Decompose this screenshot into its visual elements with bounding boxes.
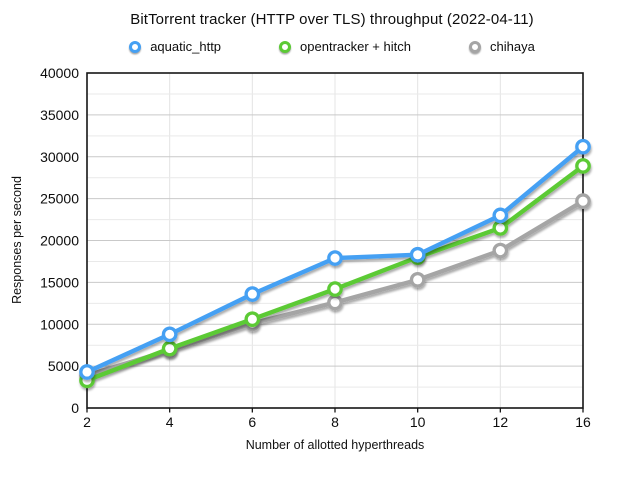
- data-point: [161, 340, 178, 357]
- series-opentracker + hitch: [79, 158, 591, 389]
- y-tick-label: 15000: [40, 274, 79, 290]
- x-tick-label: 2: [83, 414, 91, 430]
- x-tick-label: 6: [248, 414, 256, 430]
- legend-item-opentracker + hitch: opentracker + hitch: [279, 39, 411, 54]
- legend-marker-icon: [279, 40, 292, 53]
- legend-item-aquatic_http: aquatic_http: [129, 39, 221, 54]
- legend-label: chihaya: [489, 39, 535, 54]
- y-tick-label: 20000: [40, 233, 79, 249]
- y-tick-label: 0: [71, 400, 79, 416]
- legend-marker-icon: [468, 40, 481, 53]
- y-tick-label: 5000: [48, 358, 79, 374]
- y-tick-label: 35000: [40, 107, 79, 123]
- data-point: [575, 193, 591, 209]
- legend-label: opentracker + hitch: [300, 39, 411, 54]
- data-point: [409, 246, 426, 263]
- data-point: [244, 311, 261, 328]
- data-point: [492, 207, 509, 224]
- y-tick-label: 10000: [40, 316, 79, 332]
- data-point: [327, 250, 343, 266]
- y-tick-label: 30000: [40, 149, 79, 165]
- legend-item-chihaya: chihaya: [468, 39, 535, 54]
- data-point: [409, 272, 426, 288]
- data-point: [492, 242, 509, 259]
- data-point: [575, 138, 591, 155]
- x-tick-label: 12: [493, 414, 509, 430]
- data-point: [244, 286, 261, 302]
- x-axis-title: Number of allotted hyperthreads: [245, 438, 425, 452]
- data-point: [492, 220, 509, 236]
- x-tick-label: 4: [166, 414, 174, 430]
- x-tick-label: 8: [331, 414, 339, 430]
- legend-marker-icon: [129, 40, 142, 53]
- data-point: [327, 294, 343, 311]
- chart-title: BitTorrent tracker (HTTP over TLS) throu…: [130, 11, 534, 28]
- y-tick-label: 40000: [40, 65, 79, 81]
- legend: aquatic_http opentracker + hitch chihaya: [40, 39, 624, 54]
- y-axis-title: Responses per second: [10, 176, 24, 304]
- data-point: [161, 326, 178, 343]
- legend-label: aquatic_http: [150, 39, 222, 54]
- data-point: [79, 364, 95, 380]
- y-tick-label: 25000: [40, 191, 79, 207]
- x-tick-label: 10: [410, 414, 426, 430]
- x-tick-label: 16: [575, 414, 591, 430]
- data-point: [327, 281, 343, 297]
- series-aquatic_http: [79, 138, 591, 380]
- data-point: [575, 158, 591, 174]
